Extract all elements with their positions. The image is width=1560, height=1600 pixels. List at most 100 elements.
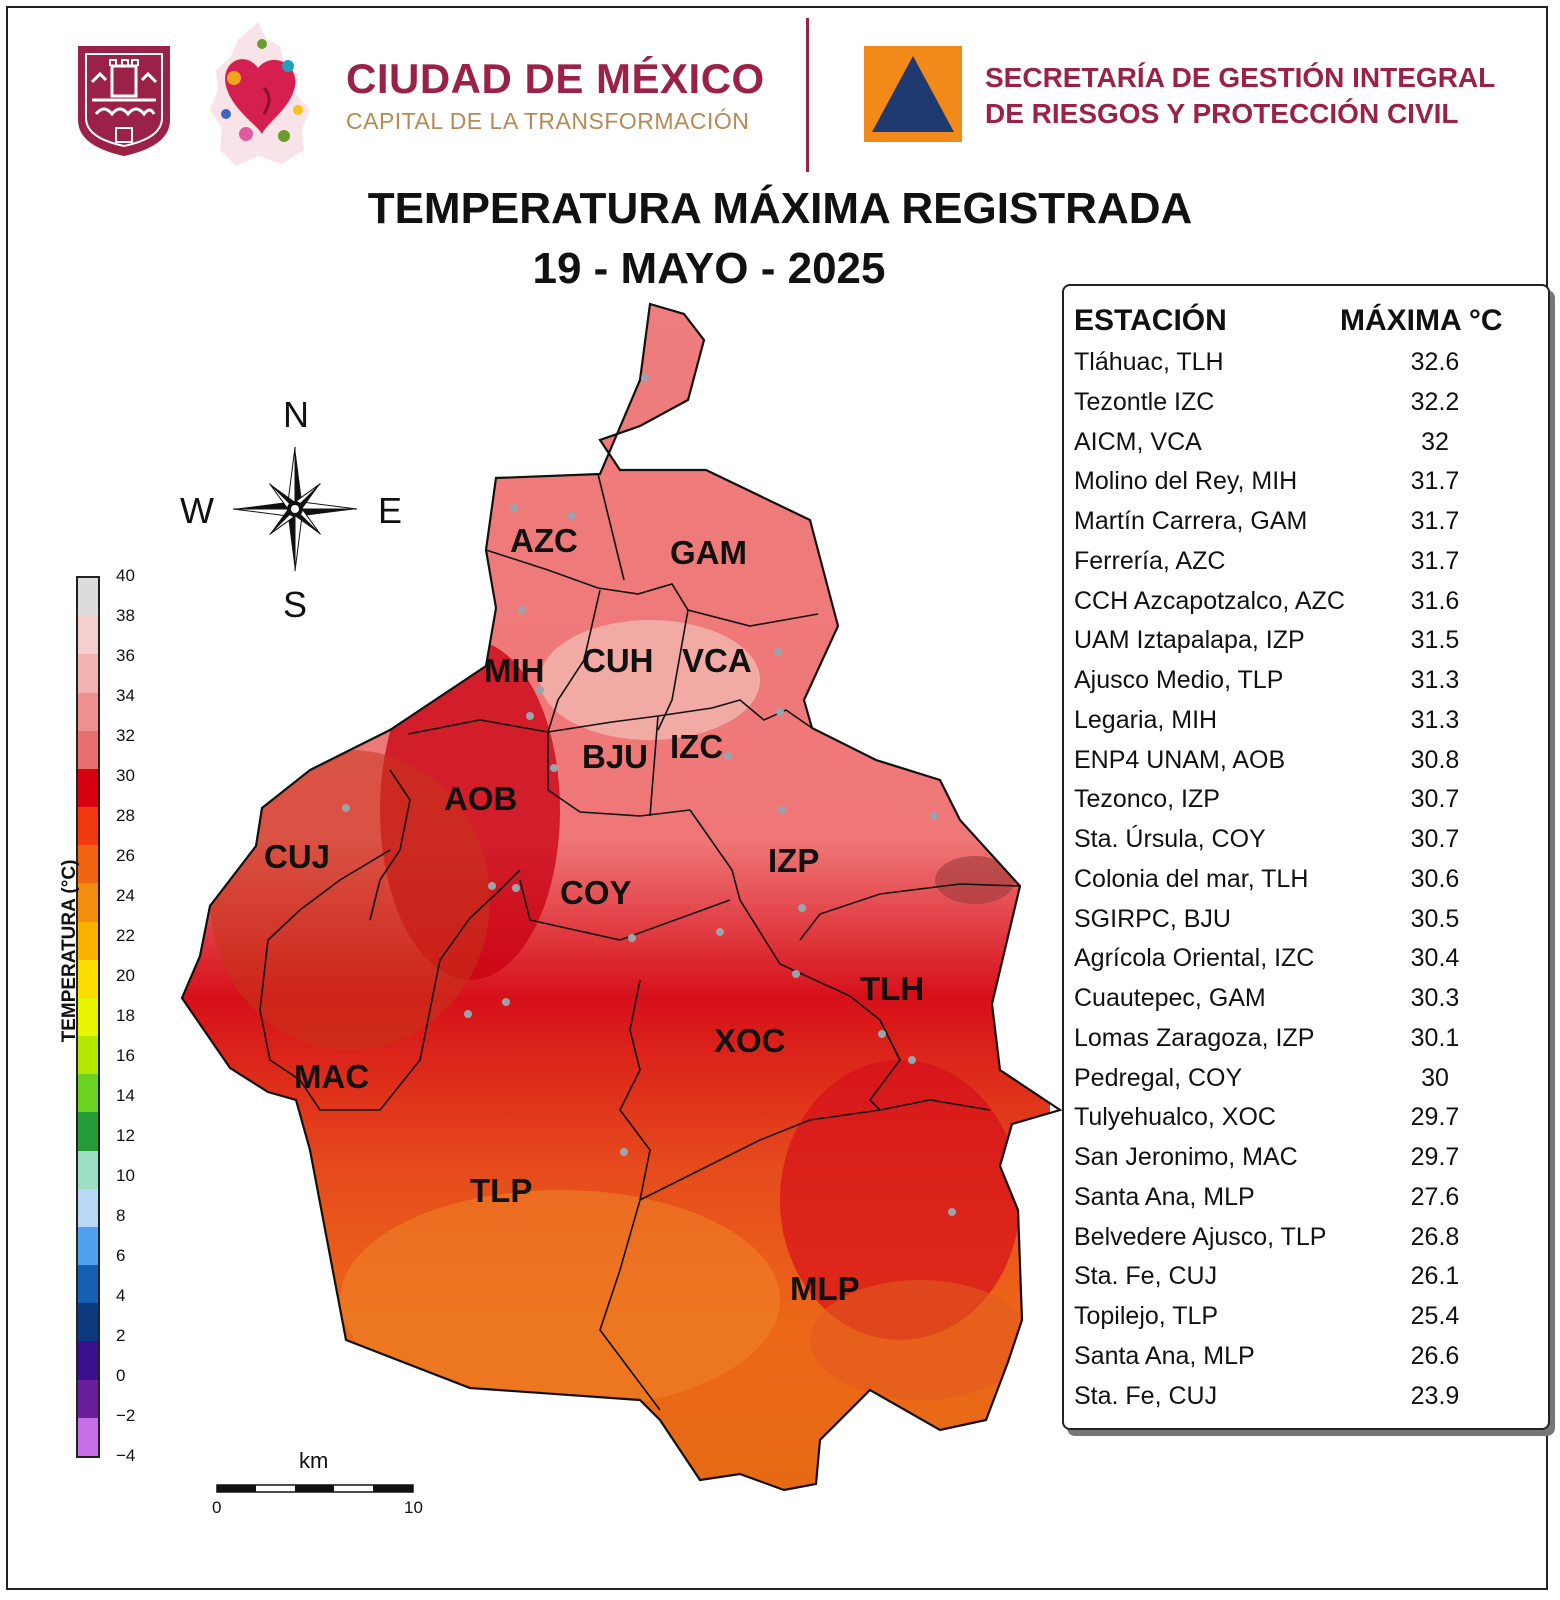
table-row: Legaria, MIH 31.3 bbox=[1064, 706, 1548, 746]
compass-south: S bbox=[283, 584, 308, 625]
table-row: ENP4 UNAM, AOB 30.8 bbox=[1064, 746, 1548, 786]
scale-bar bbox=[216, 1484, 414, 1493]
station-name: UAM Iztapalapa, IZP bbox=[1074, 626, 1305, 655]
colorbar-title: TEMPERATURA (°C) bbox=[59, 859, 80, 1043]
map-date: 19 - MAYO - 2025 bbox=[532, 244, 886, 293]
station-name: Tulyehualco, XOC bbox=[1074, 1103, 1276, 1132]
region-label-cuj: CUJ bbox=[264, 838, 330, 875]
station-name: Sta. Fe, CUJ bbox=[1074, 1262, 1218, 1291]
station-max-temp: 29.7 bbox=[1410, 1143, 1460, 1171]
colorbar-band bbox=[78, 997, 98, 1037]
station-max-temp: 31.6 bbox=[1410, 586, 1460, 615]
table-row: Pedregal, COY 30 bbox=[1064, 1064, 1548, 1104]
table-row: Topilejo, TLP 25.4 bbox=[1064, 1302, 1548, 1342]
region-labels: AZC GAM MIH CUH VCA BJU IZC AOB CUJ COY … bbox=[264, 522, 924, 1307]
station-name: San Jeronimo, MAC bbox=[1074, 1143, 1298, 1171]
table-row: San Jeronimo, MAC 29.7 bbox=[1064, 1143, 1548, 1183]
table-row: Tezonco, IZP 30.7 bbox=[1064, 785, 1548, 825]
table-row: Sta. Fe, CUJ 26.1 bbox=[1064, 1262, 1548, 1302]
colorbar-tick-label: 22 bbox=[116, 926, 135, 945]
colorbar-tick-label: −4 bbox=[116, 1446, 136, 1465]
cdmx-shield-logo bbox=[78, 46, 170, 156]
colorbar-tick-label: 36 bbox=[116, 646, 135, 665]
colorbar-band bbox=[78, 1417, 98, 1457]
colorbar-band bbox=[78, 1303, 98, 1342]
region-label-azc: AZC bbox=[510, 522, 578, 559]
colorbar-band bbox=[78, 1341, 98, 1381]
station-max-temp: 32 bbox=[1421, 427, 1449, 456]
scale-start: 0 bbox=[212, 1498, 222, 1517]
station-max-temp: 31.3 bbox=[1410, 705, 1460, 734]
station-max-temp: 30 bbox=[1421, 1063, 1449, 1092]
table-row: Ferrería, AZC 31.7 bbox=[1064, 547, 1548, 587]
station-name: ENP4 UNAM, AOB bbox=[1074, 745, 1286, 774]
compass-west: W bbox=[180, 490, 214, 531]
region-label-cuh: CUH bbox=[582, 642, 654, 679]
colorbar-tick-label: 32 bbox=[116, 726, 135, 745]
table-row: Martín Carrera, GAM 31.7 bbox=[1064, 507, 1548, 547]
region-label-mac: MAC bbox=[294, 1058, 369, 1095]
table-row: Santa Ana, MLP 27.6 bbox=[1064, 1183, 1548, 1223]
region-label-coy: COY bbox=[560, 874, 632, 911]
region-label-xoc: XOC bbox=[714, 1022, 786, 1059]
station-name: Pedregal, COY bbox=[1074, 1063, 1243, 1092]
region-label-izc: IZC bbox=[670, 728, 723, 765]
region-label-mlp: MLP bbox=[790, 1270, 860, 1307]
station-max-temp: 32.6 bbox=[1410, 348, 1460, 376]
colorbar-tick-label: 30 bbox=[116, 766, 135, 785]
map-title: TEMPERATURA MÁXIMA REGISTRADA bbox=[367, 184, 1193, 233]
compass-rose-icon bbox=[232, 446, 358, 572]
station-max-temp: 31.7 bbox=[1410, 507, 1460, 535]
colorbar-band bbox=[78, 1074, 98, 1113]
colorbar-tick-label: 12 bbox=[116, 1126, 135, 1145]
station-max-temp: 23.9 bbox=[1410, 1381, 1460, 1410]
region-label-izp: IZP bbox=[768, 842, 819, 879]
station-max-temp: 26.1 bbox=[1410, 1262, 1460, 1291]
station-name: Ferrería, AZC bbox=[1074, 546, 1226, 575]
station-max-temp: 26.8 bbox=[1410, 1222, 1460, 1251]
colorbar-tick-label: 2 bbox=[116, 1326, 126, 1345]
station-name: Tezontle IZC bbox=[1074, 387, 1215, 416]
civil-protection-logo bbox=[864, 46, 962, 142]
table-row: Sta. Úrsula, COY 30.7 bbox=[1064, 825, 1548, 865]
station-max-temp: 30.3 bbox=[1410, 984, 1460, 1012]
agency-line-2: DE RIESGOS Y PROTECCIÓN CIVIL bbox=[985, 98, 1459, 129]
station-max-temp: 29.7 bbox=[1410, 1103, 1460, 1132]
table-row: Lomas Zaragoza, IZP 30.1 bbox=[1064, 1024, 1548, 1064]
scale-unit: km bbox=[299, 1448, 329, 1473]
colorbar-band bbox=[78, 1188, 98, 1228]
station-name: AICM, VCA bbox=[1074, 427, 1202, 456]
colorbar-band bbox=[78, 807, 98, 846]
colorbar-band bbox=[78, 578, 98, 617]
station-name: SGIRPC, BJU bbox=[1074, 904, 1231, 933]
station-max-temp: 27.6 bbox=[1410, 1182, 1460, 1211]
table-row: Belvedere Ajusco, TLP 26.8 bbox=[1064, 1223, 1548, 1263]
station-name: Martín Carrera, GAM bbox=[1074, 507, 1308, 535]
station-name: Molino del Rey, MIH bbox=[1074, 467, 1298, 496]
station-name: Sta. Úrsula, COY bbox=[1074, 825, 1266, 853]
colorbar-tick-label: 34 bbox=[116, 686, 135, 705]
colorbar-band bbox=[78, 730, 98, 770]
station-name: Sta. Fe, CUJ bbox=[1074, 1381, 1218, 1410]
station-max-temp: 32.2 bbox=[1410, 387, 1460, 416]
table-row: Agrícola Oriental, IZC 30.4 bbox=[1064, 944, 1548, 984]
station-name: Santa Ana, MLP bbox=[1074, 1341, 1255, 1370]
table-row: SGIRPC, BJU 30.5 bbox=[1064, 905, 1548, 945]
table-row: Sta. Fe, CUJ 23.9 bbox=[1064, 1382, 1548, 1422]
compass-east: E bbox=[378, 490, 403, 531]
colorbar-tick-label: 18 bbox=[116, 1006, 135, 1025]
agency-line-1: SECRETARÍA DE GESTIÓN INTEGRAL bbox=[985, 62, 1496, 93]
station-name: Tezonco, IZP bbox=[1074, 785, 1220, 814]
station-name: Topilejo, TLP bbox=[1074, 1302, 1219, 1330]
station-name: Colonia del mar, TLH bbox=[1074, 864, 1309, 893]
station-name: Cuautepec, GAM bbox=[1074, 984, 1266, 1012]
header-divider bbox=[806, 18, 809, 172]
colorbar-band bbox=[78, 768, 98, 808]
region-label-gam: GAM bbox=[670, 534, 747, 571]
table-row: Molino del Rey, MIH 31.7 bbox=[1064, 467, 1548, 507]
colorbar-tick-label: 24 bbox=[116, 886, 135, 905]
table-row: Colonia del mar, TLH 30.6 bbox=[1064, 865, 1548, 905]
station-name: Tláhuac, TLH bbox=[1074, 348, 1224, 376]
station-name: Legaria, MIH bbox=[1074, 705, 1218, 734]
